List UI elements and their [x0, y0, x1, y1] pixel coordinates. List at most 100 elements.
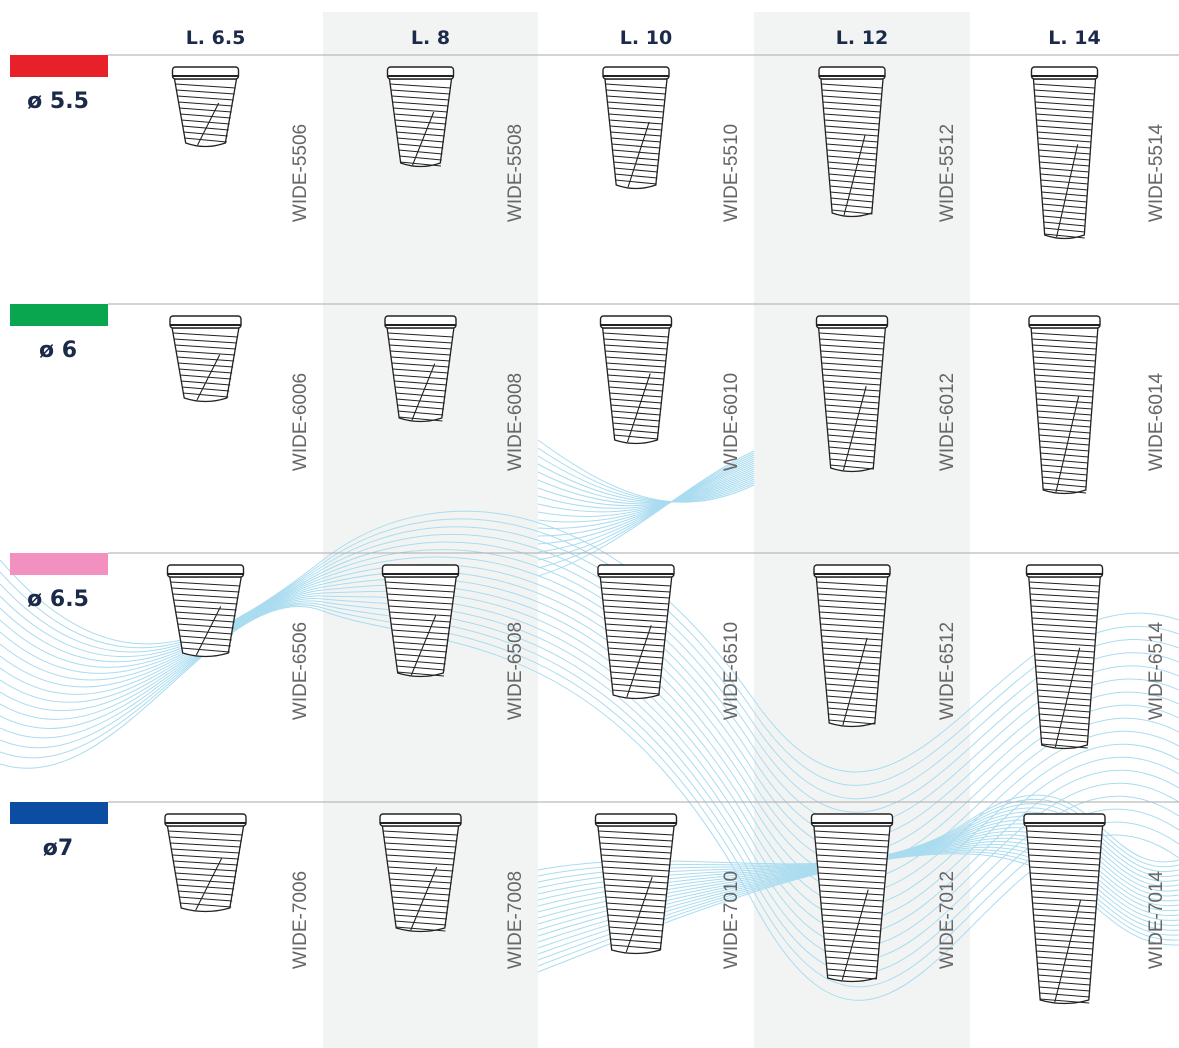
thread: [1033, 362, 1096, 368]
thread: [176, 617, 235, 623]
thread: [1035, 101, 1094, 107]
thread: [1040, 458, 1089, 464]
wave: [537, 807, 1179, 889]
thread: [1034, 653, 1095, 659]
thread: [1041, 470, 1088, 476]
thread: [177, 95, 234, 101]
thread: [822, 926, 882, 932]
thread: [612, 155, 660, 161]
thread: [181, 647, 230, 653]
product-code: WIDE-6510: [721, 622, 742, 720]
thread: [821, 641, 883, 647]
thread: [827, 707, 877, 713]
thread: [1029, 866, 1100, 872]
thread: [609, 659, 663, 665]
column-header: L. 6.5: [186, 27, 246, 49]
wave: [537, 798, 1179, 877]
implant-cap: [384, 315, 457, 329]
thread: [610, 404, 662, 410]
thread: [1040, 179, 1089, 185]
wave: [0, 510, 1179, 773]
thread: [822, 101, 882, 107]
flute: [1054, 899, 1082, 1003]
wave: [537, 853, 1179, 973]
thread: [390, 884, 451, 890]
thread: [393, 107, 448, 113]
thread: [1031, 332, 1098, 338]
thread: [820, 629, 884, 635]
thread: [1033, 914, 1096, 920]
thread: [814, 830, 890, 836]
thread: [1039, 446, 1090, 452]
thread: [393, 914, 448, 920]
thread: [182, 392, 229, 398]
thread: [1042, 488, 1087, 494]
flute: [195, 857, 223, 911]
thread: [1031, 617, 1098, 623]
thread: [1029, 587, 1100, 593]
thread: [400, 161, 441, 167]
thread: [1033, 920, 1096, 926]
product-code: WIDE-6512: [937, 622, 958, 720]
product-code: WIDE-6508: [505, 622, 526, 720]
thread: [1026, 830, 1103, 836]
thread: [820, 344, 884, 350]
thread: [1037, 974, 1092, 980]
thread: [821, 83, 883, 89]
decoration: [0, 439, 1179, 1001]
thread: [826, 695, 878, 701]
thread: [615, 179, 657, 185]
wave: [537, 837, 1179, 937]
implant-cap: [166, 564, 245, 578]
wave: [537, 844, 1179, 949]
thread: [818, 599, 886, 605]
flute: [196, 354, 221, 401]
thread: [823, 932, 881, 938]
thread: [389, 611, 452, 617]
thread: [605, 629, 667, 635]
thread: [170, 842, 241, 848]
wave: [537, 815, 1179, 901]
thread: [175, 83, 236, 89]
thread: [391, 896, 450, 902]
thread: [608, 113, 664, 119]
thread: [606, 902, 666, 908]
thread: [817, 593, 887, 599]
thread: [386, 860, 455, 866]
thread: [174, 344, 237, 350]
wave: [537, 439, 755, 503]
column-header: L. 14: [1048, 27, 1100, 49]
thread: [394, 119, 447, 125]
thread: [174, 605, 237, 611]
product-code: WIDE-6514: [1146, 621, 1167, 720]
thread: [395, 125, 446, 131]
thread: [1036, 125, 1093, 131]
thread: [179, 374, 232, 380]
wave: [537, 794, 1179, 871]
thread: [179, 107, 232, 113]
thread: [180, 113, 231, 119]
wave: [537, 450, 755, 577]
thread: [394, 653, 447, 659]
wave: [537, 458, 755, 545]
thread: [394, 920, 447, 926]
thread: [609, 119, 663, 125]
thread: [825, 404, 879, 410]
thread: [828, 167, 876, 173]
thread: [825, 410, 879, 416]
thread: [168, 830, 243, 836]
thread: [1030, 884, 1099, 890]
thread: [1041, 191, 1088, 197]
thread: [1031, 890, 1098, 896]
thread: [606, 89, 666, 95]
thread: [399, 155, 442, 161]
thread: [818, 605, 886, 611]
implant: [1028, 315, 1101, 495]
thread: [604, 617, 668, 623]
thread: [605, 356, 667, 362]
thread: [825, 962, 879, 968]
thread: [1039, 167, 1090, 173]
thread: [385, 581, 456, 587]
thread: [824, 119, 880, 125]
